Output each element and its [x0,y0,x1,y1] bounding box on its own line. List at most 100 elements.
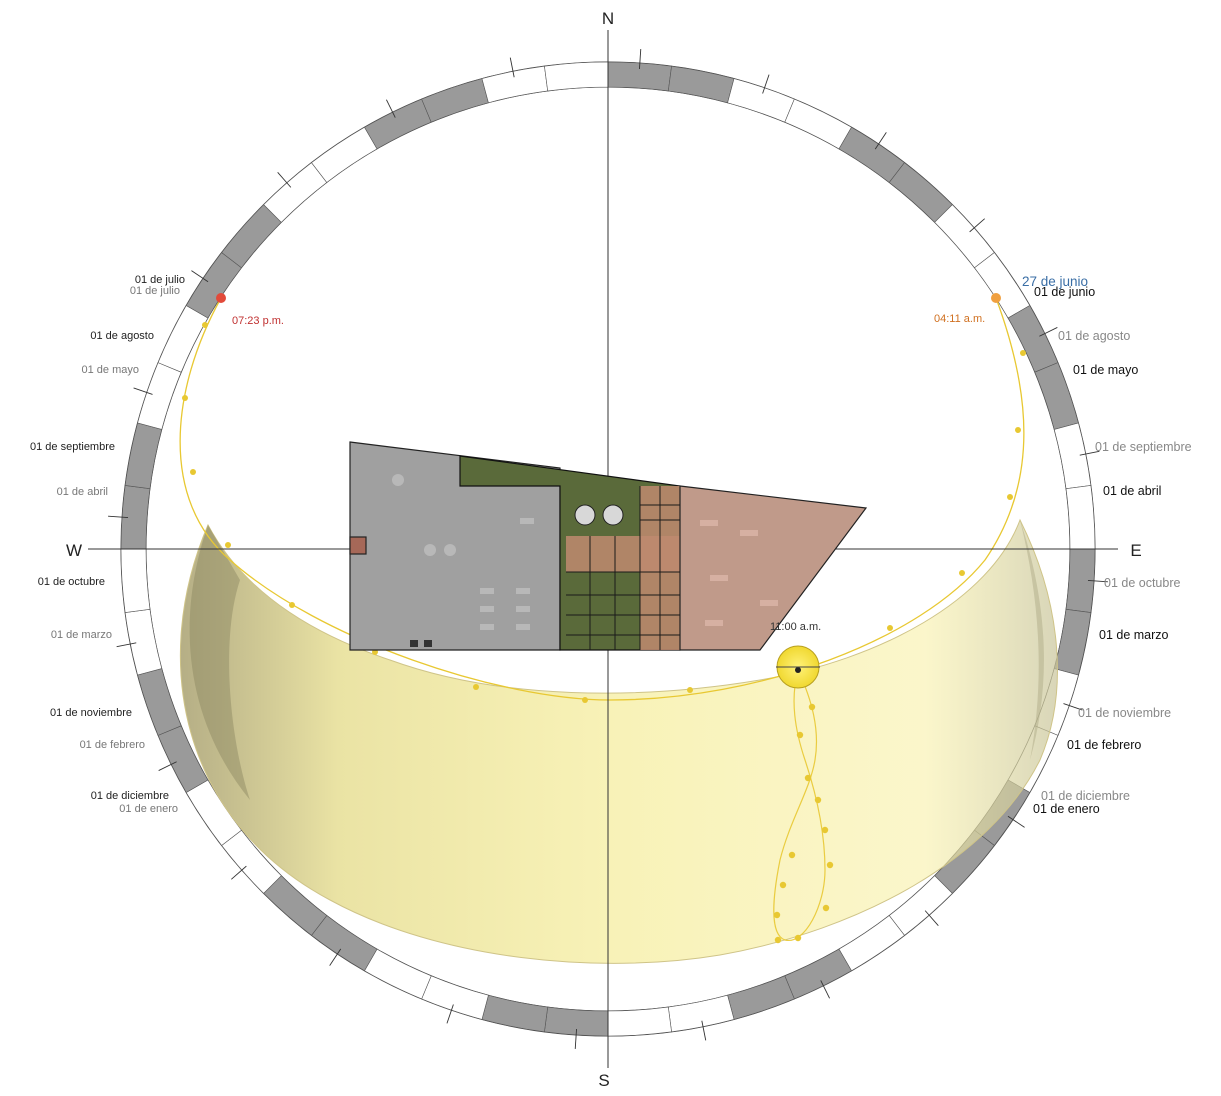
ring-segment [137,668,182,736]
ring-tick [133,387,153,395]
ring-segment [421,78,489,123]
ring-tick [1087,580,1108,583]
compass-south: S [598,1071,609,1090]
ring-segment [221,204,282,269]
ring-segment [421,975,489,1020]
ring-segment [481,994,549,1033]
label-west-julio: 01 de julio [135,274,185,286]
ring-segment [1034,362,1079,430]
ring-segment [481,65,549,104]
arc-point [289,602,295,608]
ring-tick [116,642,137,648]
ring-segment [124,608,163,676]
label-east-septiembre: 01 de septiembre [1095,440,1192,454]
ring-tick [969,218,985,233]
label-east-junio: 01 de junio [1034,285,1095,299]
ring-tick [820,980,830,999]
label-west-agosto: 01 de agosto [90,330,154,342]
ring-segment [888,162,953,223]
ring-tick [924,910,939,926]
arc-point [887,625,893,631]
analemma-point [779,881,787,889]
ring-tick [574,1028,577,1049]
ring-tick [762,74,770,94]
analemma-point [804,774,812,782]
sun-path-band [179,518,1058,964]
ring-segment [364,948,432,1000]
ring-segment [1053,608,1092,676]
arc-point [1015,427,1021,433]
label-east-marzo: 01 de marzo [1099,628,1169,642]
ring-segment [607,1006,672,1037]
ring-segment [364,98,432,150]
ring-segment [727,975,795,1020]
ring-tick [329,948,342,966]
ring-tick [191,270,209,283]
analemma-point [773,911,781,919]
ring-segment [727,78,795,123]
ring-segment [120,548,151,613]
analemma-point [774,936,782,944]
ring-tick [231,865,247,880]
ring-segment [667,994,735,1033]
ring-segment [934,204,995,269]
ring-tick [1079,450,1100,456]
label-east-mayo: 01 de mayo [1073,363,1138,377]
ring-tick [1063,703,1083,711]
sunrise-marker [991,293,1001,303]
label-east-diciembre: 01 de diciembre [1041,789,1130,803]
arc-point [1020,350,1026,356]
arc-point [190,469,196,475]
label-west-mayo: 01 de mayo [82,364,139,376]
ring-tick [108,515,129,518]
ring-segment [137,362,182,430]
ring-tick [1007,815,1025,828]
analemma-point [821,826,829,834]
ring-tick [386,99,396,118]
highlight-date: 27 de junio [1022,274,1088,289]
sunset-marker [216,293,226,303]
ring-tick [639,49,642,70]
label-west-enero: 01 de enero [119,803,178,815]
arc-point [582,697,588,703]
label-west-febrero: 01 de febrero [80,739,145,751]
ring-tick [277,172,292,188]
ring-tick [874,132,887,150]
analemma-point [826,861,834,869]
analemma-point [822,904,830,912]
ring-tick [446,1004,454,1024]
site-plan [349,441,868,651]
arc-point [473,684,479,690]
sunrise-time: 04:11 a.m. [934,313,985,325]
arc-point [687,687,693,693]
analemma-point [808,703,816,711]
label-west-julio-2: 01 de julio [130,285,180,297]
compass-west: W [66,541,82,560]
label-east-abril: 01 de abril [1103,484,1161,498]
label-west-marzo: 01 de marzo [51,629,112,641]
current-time: 11:00 a.m. [770,621,821,633]
ring-segment [1065,485,1096,550]
label-east-noviembre: 01 de noviembre [1078,706,1171,720]
sun-icon [776,645,820,689]
ring-segment [784,948,852,1000]
analemma [773,668,826,941]
ring-segment [667,65,735,104]
ring-segment [157,305,209,373]
analemma-points [773,681,834,944]
ring-tick [158,761,177,771]
ring-tick [1039,327,1058,337]
ring-segment [263,162,328,223]
label-east-agosto: 01 de agosto [1058,329,1130,343]
ring-tick [701,1020,707,1041]
arc-point [225,542,231,548]
label-west-abril: 01 de abril [57,486,108,498]
analemma-point [796,731,804,739]
label-east-octubre: 01 de octubre [1104,576,1180,590]
ring-segment [544,61,609,92]
ring-segment [784,98,852,150]
compass-east: E [1130,541,1141,560]
analemma-point [788,851,796,859]
solstice-arc [179,297,1025,701]
